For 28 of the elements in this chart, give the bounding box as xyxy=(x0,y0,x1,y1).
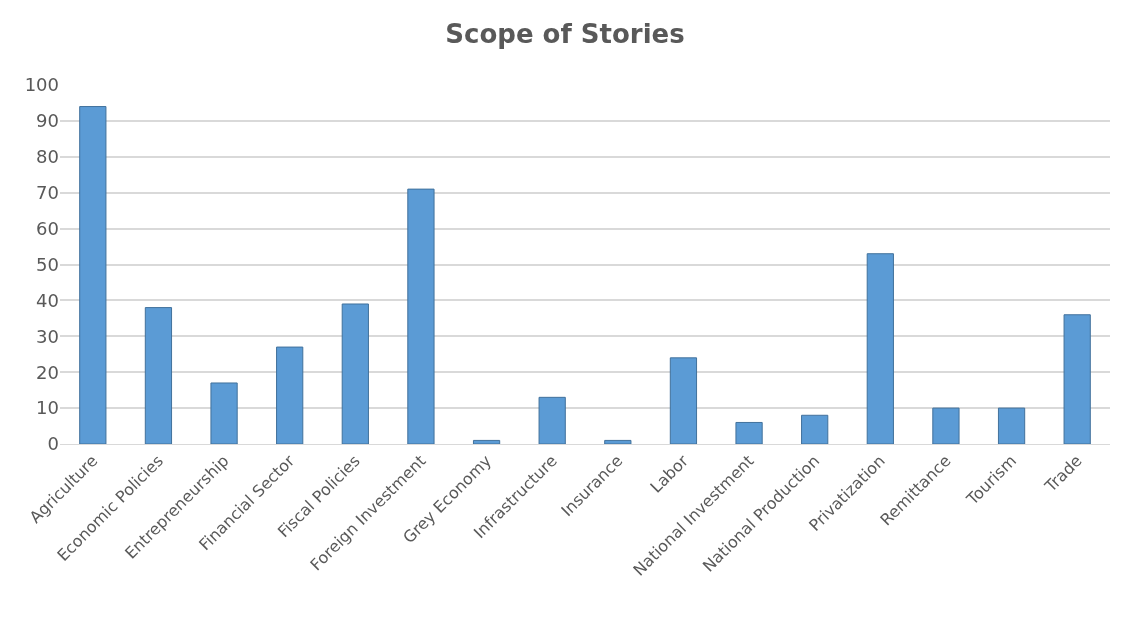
y-tick-label: 80 xyxy=(36,146,59,168)
y-tick-label: 90 xyxy=(36,110,59,132)
y-tick-label: 70 xyxy=(36,182,59,203)
bar xyxy=(79,106,107,444)
bar xyxy=(341,303,369,444)
bar xyxy=(866,253,894,444)
bar xyxy=(210,382,238,444)
y-tick-label: 0 xyxy=(47,433,59,455)
bar xyxy=(472,439,501,444)
bar xyxy=(144,307,173,444)
y-tick-label: 50 xyxy=(36,253,59,275)
bar xyxy=(997,407,1026,444)
y-tick-label: 10 xyxy=(36,397,59,419)
bar xyxy=(538,396,566,444)
y-tick-label: 40 xyxy=(36,289,59,311)
bar xyxy=(932,407,960,444)
y-tick-label: 60 xyxy=(36,217,59,239)
bar xyxy=(1063,314,1091,444)
chart-title: Scope of Stories xyxy=(445,18,685,49)
bar xyxy=(604,439,632,444)
bar xyxy=(801,414,829,444)
y-tick-label: 30 xyxy=(36,325,59,347)
bar xyxy=(407,188,435,444)
bar xyxy=(735,421,763,444)
y-tick-label: 20 xyxy=(36,361,59,383)
bar xyxy=(669,357,698,444)
bar xyxy=(276,346,304,444)
y-tick-label: 100 xyxy=(24,74,59,96)
